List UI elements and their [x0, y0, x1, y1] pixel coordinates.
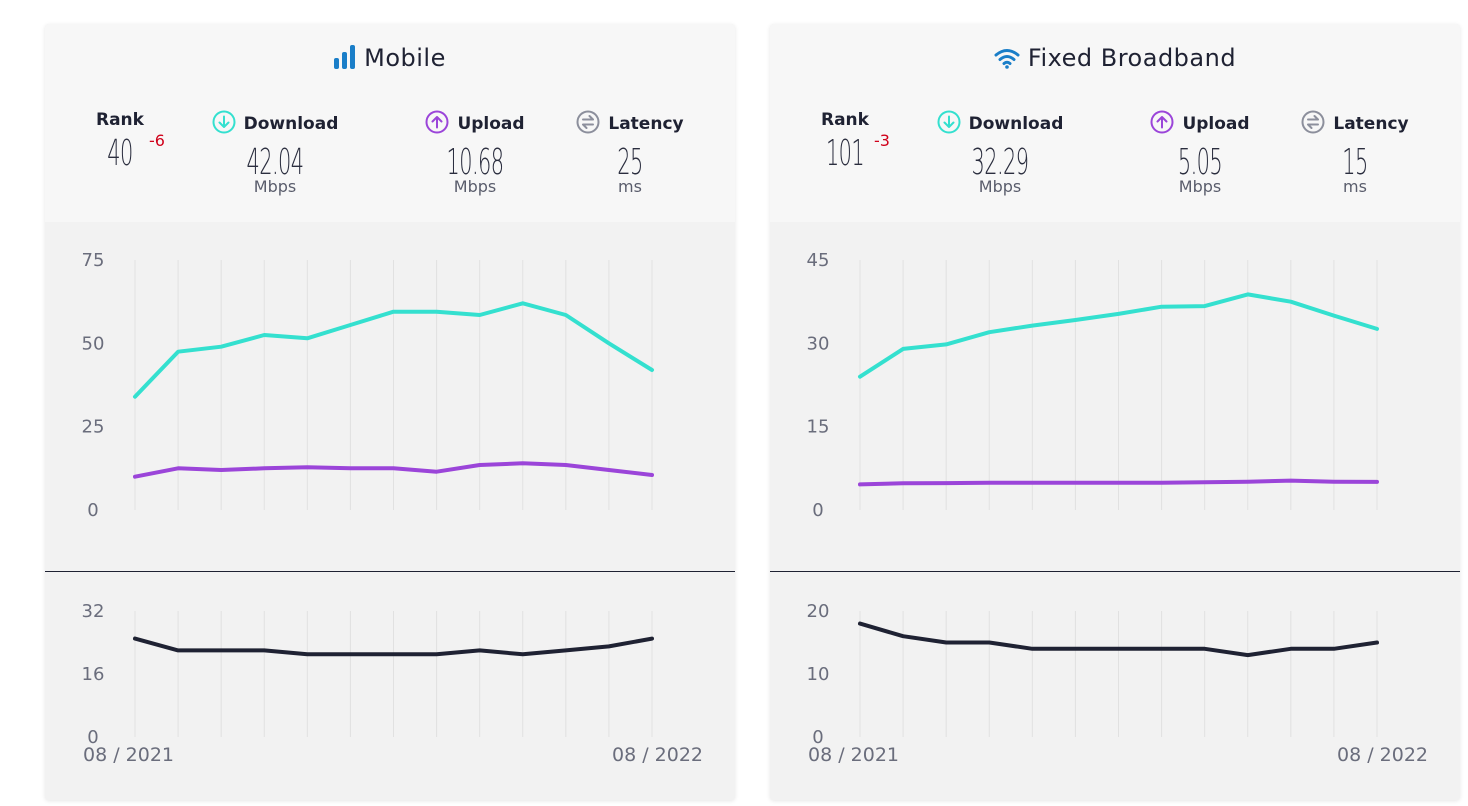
upload-arrow-icon: [1150, 110, 1174, 139]
wifi-icon: [994, 47, 1020, 75]
mobile-chart: 0 25 50 75 0 16 32 08 / 2021 08 / 2022: [82, 250, 703, 766]
fixed-title: Fixed Broadband: [770, 44, 1460, 75]
latency-arrows-icon: [576, 110, 600, 139]
download-value: 42.04: [246, 142, 304, 183]
fixed-rank: Rank 101: [805, 110, 885, 176]
mobile-download: Download 42.04 Mbps: [205, 110, 345, 196]
fixed-download: Download 32.29 Mbps: [930, 110, 1070, 196]
x-tick-label-start: 08 / 2021: [808, 744, 899, 766]
latency-y-tick-label: 16: [82, 664, 105, 685]
latency-y-tick-label: 10: [807, 664, 830, 685]
rank-value: 101: [825, 133, 865, 174]
speed-y-tick-label: 50: [82, 333, 105, 354]
download-label: Download: [243, 114, 339, 134]
latency-y-tick-label: 0: [87, 727, 98, 748]
chart-divider: [45, 571, 735, 572]
latency-label: Latency: [608, 114, 684, 134]
rank-label: Rank: [96, 110, 144, 130]
latency-y-tick-label: 20: [807, 601, 830, 622]
latency-series-line-0: [858, 621, 1379, 658]
fixed-chart: 0 15 30 45 0 10 20 08 / 2021 08 / 2022: [807, 250, 1428, 766]
fixed-latency: Latency 15 ms: [1295, 110, 1415, 196]
download-unit: Mbps: [978, 177, 1022, 196]
x-tick-label-end: 08 / 2022: [612, 744, 703, 766]
mobile-upload: Upload 10.68 Mbps: [400, 110, 550, 196]
upload-arrow-icon: [425, 110, 449, 139]
latency-unit: ms: [1343, 177, 1367, 196]
latency-arrows-icon: [1301, 110, 1325, 139]
speed-series-line-0: [858, 292, 1379, 379]
latency-value: 15: [1342, 142, 1368, 183]
mobile-title: Mobile: [45, 44, 735, 75]
speed-y-tick-label: 25: [82, 417, 105, 438]
fixed-upload: Upload 5.05 Mbps: [1125, 110, 1275, 196]
upload-unit: Mbps: [453, 177, 497, 196]
latency-series-line-0: [133, 636, 654, 657]
latency-unit: ms: [618, 177, 642, 196]
fixed-card: Fixed Broadband Rank 101 -3 Download 32.…: [770, 24, 1460, 800]
latency-y-tick-label: 0: [812, 727, 823, 748]
upload-label: Upload: [457, 114, 525, 134]
latency-y-tick-label: 32: [82, 601, 105, 622]
speed-y-tick-label: 30: [807, 333, 830, 354]
rank-label: Rank: [821, 110, 869, 130]
download-arrow-icon: [937, 110, 961, 139]
speed-y-tick-label: 0: [87, 500, 98, 521]
download-value: 32.29: [971, 142, 1029, 183]
upload-label: Upload: [1182, 114, 1250, 134]
fixed-title-text: Fixed Broadband: [1027, 44, 1237, 72]
fixed-header: Fixed Broadband Rank 101 -3 Download 32.…: [770, 24, 1460, 222]
mobile-title-text: Mobile: [364, 44, 446, 72]
speed-series-line-0: [133, 301, 654, 399]
download-arrow-icon: [212, 110, 236, 139]
speed-y-tick-label: 45: [807, 250, 830, 271]
rank-change: -3: [874, 131, 890, 150]
speed-series-line-1: [858, 478, 1379, 487]
latency-value: 25: [617, 142, 643, 183]
mobile-card: Mobile Rank 40 -6 Download 42.04 Mbps Up…: [45, 24, 735, 800]
upload-unit: Mbps: [1178, 177, 1222, 196]
rank-change: -6: [149, 131, 165, 150]
upload-value: 5.05: [1177, 142, 1223, 183]
x-tick-label-start: 08 / 2021: [83, 744, 174, 766]
upload-value: 10.68: [446, 142, 504, 183]
speed-y-tick-label: 15: [807, 417, 830, 438]
download-label: Download: [968, 114, 1064, 134]
latency-label: Latency: [1333, 114, 1409, 134]
speed-y-tick-label: 75: [82, 250, 105, 271]
signal-bars-icon: [334, 45, 356, 75]
x-tick-label-end: 08 / 2022: [1337, 744, 1428, 766]
speed-series-line-1: [133, 461, 654, 479]
chart-divider: [770, 571, 1460, 572]
mobile-header: Mobile Rank 40 -6 Download 42.04 Mbps Up…: [45, 24, 735, 222]
mobile-rank: Rank 40: [80, 110, 160, 176]
rank-value: 40: [107, 133, 133, 174]
mobile-latency: Latency 25 ms: [570, 110, 690, 196]
download-unit: Mbps: [253, 177, 297, 196]
speed-y-tick-label: 0: [812, 500, 823, 521]
